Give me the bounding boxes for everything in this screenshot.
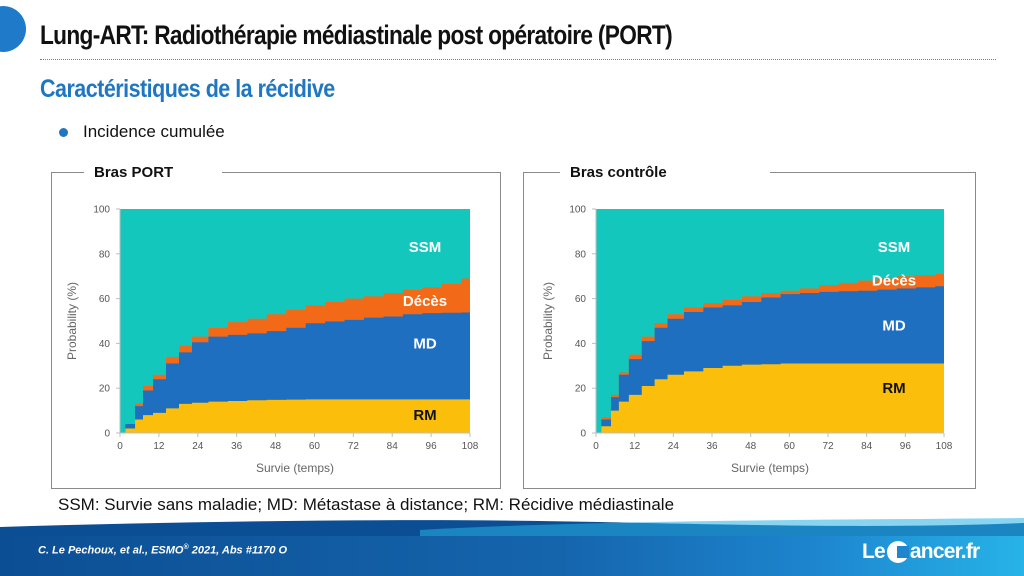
series-label-deces: Décès <box>872 273 916 290</box>
panel-controle: Bras contrôle 0 20 40 60 80 100 0 12 24 36 48 60 72 8… <box>523 164 976 489</box>
x-tick-label: 108 <box>936 441 953 452</box>
x-tick-label: 60 <box>309 441 321 452</box>
x-tick-label: 24 <box>192 441 204 452</box>
series-label-rm: RM <box>413 407 436 424</box>
y-tick-label: 40 <box>99 339 111 350</box>
x-axis-label: Survie (temps) <box>731 461 809 475</box>
x-tick-label: 48 <box>745 441 757 452</box>
panel-title-controle: Bras contrôle <box>560 164 770 181</box>
x-tick-label: 72 <box>348 441 360 452</box>
area-rm <box>120 399 470 433</box>
y-tick-label: 100 <box>569 205 586 216</box>
y-tick-label: 20 <box>99 384 111 395</box>
y-tick-label: 100 <box>93 205 110 216</box>
y-tick-label: 80 <box>575 249 587 260</box>
abbreviations-legend: SSM: Survie sans maladie; MD: Métastase … <box>58 495 675 514</box>
slide-title: Lung-ART: Radiothérapie médiastinale pos… <box>40 20 673 50</box>
area-rm <box>596 363 944 433</box>
x-tick-label: 0 <box>117 441 123 452</box>
x-tick-label: 84 <box>861 441 873 452</box>
panel-title-port: Bras PORT <box>84 164 222 181</box>
series-label-ssm: SSM <box>878 239 911 256</box>
logo-text-left: Le <box>862 540 886 563</box>
x-tick-label: 72 <box>822 441 834 452</box>
y-tick-label: 80 <box>99 249 111 260</box>
chart-port: 0 20 40 60 80 100 0 12 24 36 48 60 72 84 96 108 Survie (… <box>65 205 479 476</box>
series-label-rm: RM <box>882 380 905 397</box>
x-tick-label: 24 <box>668 441 680 452</box>
x-tick-label: 108 <box>462 441 479 452</box>
citation-registered-mark: ® <box>183 544 189 551</box>
series-label-md: MD <box>882 317 905 334</box>
x-tick-label: 12 <box>153 441 165 452</box>
x-tick-label: 36 <box>231 441 243 452</box>
y-tick-label: 20 <box>575 384 587 395</box>
x-tick-label: 0 <box>593 441 599 452</box>
footer-wave <box>0 518 1024 536</box>
x-tick-label: 96 <box>426 441 438 452</box>
citation-text: C. Le Pechoux, et al., ESMO® 2021, Abs #… <box>38 544 287 557</box>
x-tick-label: 36 <box>706 441 718 452</box>
x-axis-label: Survie (temps) <box>256 461 334 475</box>
citation-rest: 2021, Abs #1170 O <box>188 544 288 557</box>
y-tick-label: 60 <box>99 294 111 305</box>
x-tick-label: 96 <box>900 441 912 452</box>
logo-c-icon <box>886 541 909 563</box>
corner-accent-shape <box>0 6 26 52</box>
x-tick-label: 12 <box>629 441 641 452</box>
y-tick-label: 40 <box>575 339 587 350</box>
y-axis-label: Probability (%) <box>541 282 555 360</box>
bullet-icon <box>59 128 68 137</box>
y-tick-label: 60 <box>575 294 587 305</box>
chart-controle: 0 20 40 60 80 100 0 12 24 36 48 60 72 84 96 108 Survie (… <box>541 205 953 476</box>
series-label-ssm: SSM <box>409 239 442 256</box>
x-tick-label: 84 <box>387 441 399 452</box>
slide-subtitle: Caractéristiques de la récidive <box>40 75 335 103</box>
y-tick-label: 0 <box>104 429 110 440</box>
x-tick-label: 60 <box>784 441 796 452</box>
lecancer-logo[interactable]: Le ancer.fr <box>862 537 980 567</box>
panel-port: Bras PORT 0 20 40 60 80 100 0 12 24 36 48 60 72 84 96 1… <box>51 164 501 489</box>
title-divider <box>40 59 996 60</box>
series-label-md: MD <box>413 335 436 352</box>
y-tick-label: 0 <box>580 429 586 440</box>
x-tick-label: 48 <box>270 441 282 452</box>
bullet-text: Incidence cumulée <box>83 122 225 141</box>
citation-main: C. Le Pechoux, et al., ESMO <box>38 544 184 557</box>
series-label-deces: Décès <box>403 293 447 310</box>
y-axis-label: Probability (%) <box>65 282 79 360</box>
logo-text-right: ancer.fr <box>909 540 980 563</box>
